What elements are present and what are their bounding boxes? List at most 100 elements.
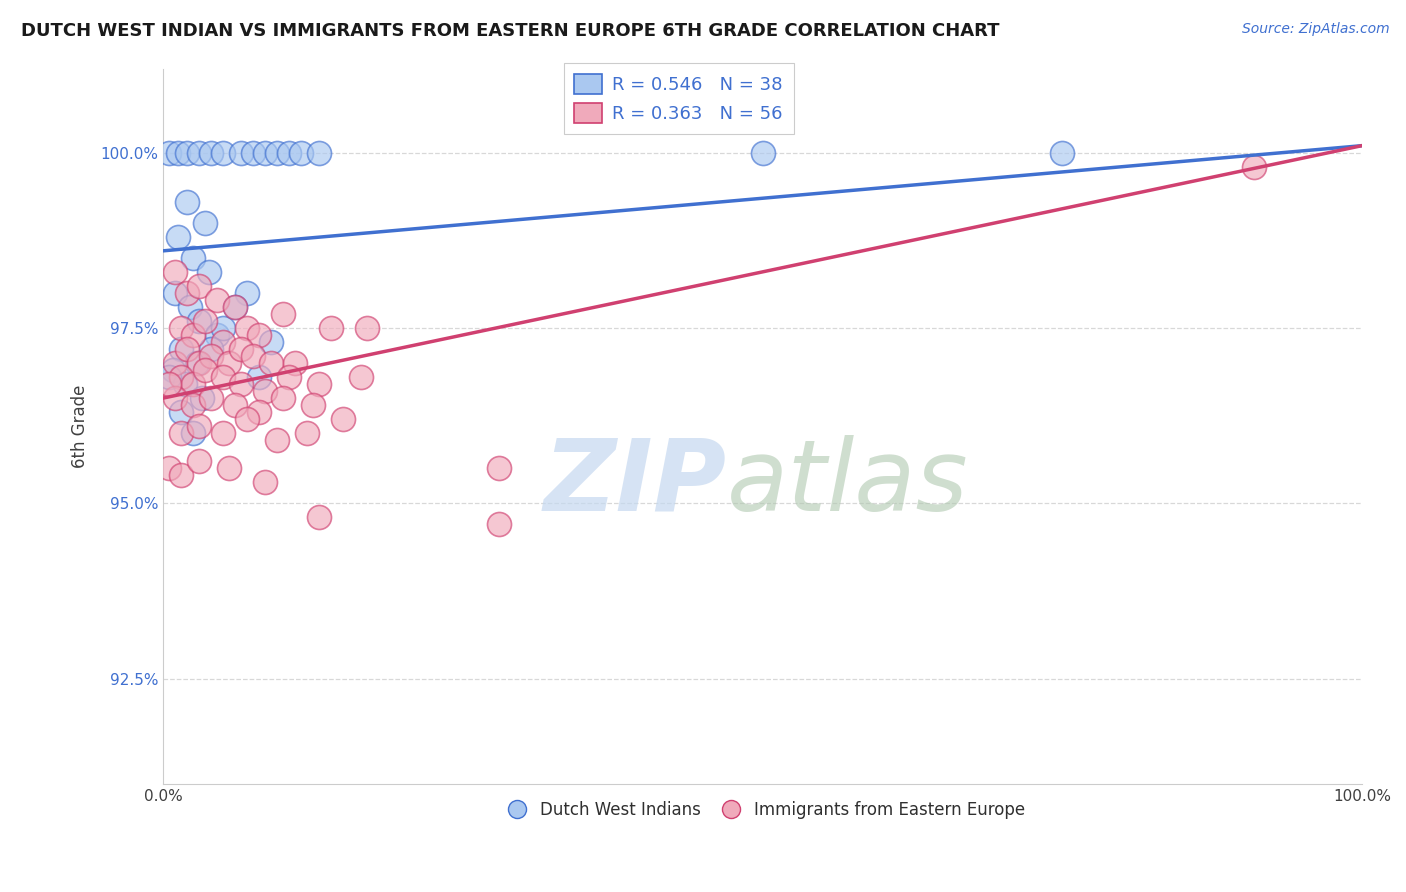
Text: ZIP: ZIP — [544, 434, 727, 532]
Point — [166, 229, 188, 244]
Point — [188, 454, 211, 468]
Point — [260, 356, 283, 370]
Point — [224, 300, 246, 314]
Point — [278, 370, 301, 384]
Point — [266, 145, 288, 160]
Point — [197, 265, 219, 279]
Point — [194, 363, 217, 377]
Point — [751, 145, 773, 160]
Point — [284, 356, 307, 370]
Point — [205, 293, 228, 307]
Point — [218, 461, 240, 475]
Point — [176, 145, 198, 160]
Point — [302, 398, 325, 412]
Y-axis label: 6th Grade: 6th Grade — [72, 384, 89, 467]
Point — [165, 356, 187, 370]
Point — [308, 510, 330, 524]
Point — [157, 377, 180, 392]
Point — [247, 370, 270, 384]
Point — [212, 145, 235, 160]
Point — [212, 370, 235, 384]
Point — [1243, 160, 1265, 174]
Point — [188, 356, 211, 370]
Point — [278, 145, 301, 160]
Point — [488, 517, 510, 532]
Point — [231, 145, 253, 160]
Point — [308, 377, 330, 392]
Point — [173, 377, 195, 392]
Point — [157, 370, 180, 384]
Point — [170, 405, 193, 419]
Text: atlas: atlas — [727, 434, 969, 532]
Point — [188, 145, 211, 160]
Point — [254, 145, 277, 160]
Point — [176, 194, 198, 209]
Point — [224, 300, 246, 314]
Point — [179, 300, 201, 314]
Point — [176, 285, 198, 300]
Point — [194, 216, 217, 230]
Point — [157, 145, 180, 160]
Point — [162, 363, 184, 377]
Point — [260, 334, 283, 349]
Point — [242, 145, 264, 160]
Point — [266, 433, 288, 447]
Point — [254, 475, 277, 490]
Point — [165, 391, 187, 405]
Point — [242, 349, 264, 363]
Legend: Dutch West Indians, Immigrants from Eastern Europe: Dutch West Indians, Immigrants from East… — [494, 794, 1032, 825]
Point — [236, 285, 259, 300]
Point — [308, 145, 330, 160]
Point — [170, 468, 193, 483]
Point — [295, 426, 318, 441]
Point — [170, 342, 193, 356]
Point — [181, 328, 204, 343]
Point — [1052, 145, 1074, 160]
Point — [332, 412, 354, 426]
Point — [186, 356, 208, 370]
Point — [247, 405, 270, 419]
Text: DUTCH WEST INDIAN VS IMMIGRANTS FROM EASTERN EUROPE 6TH GRADE CORRELATION CHART: DUTCH WEST INDIAN VS IMMIGRANTS FROM EAS… — [21, 22, 1000, 40]
Point — [200, 349, 222, 363]
Point — [194, 314, 217, 328]
Point — [488, 461, 510, 475]
Point — [190, 391, 212, 405]
Point — [200, 342, 222, 356]
Point — [170, 426, 193, 441]
Point — [166, 145, 188, 160]
Point — [170, 321, 193, 335]
Point — [212, 321, 235, 335]
Point — [181, 426, 204, 441]
Point — [188, 279, 211, 293]
Point — [271, 307, 294, 321]
Point — [205, 328, 228, 343]
Point — [165, 265, 187, 279]
Point — [350, 370, 373, 384]
Point — [181, 377, 204, 392]
Point — [224, 398, 246, 412]
Point — [236, 321, 259, 335]
Point — [181, 398, 204, 412]
Point — [165, 285, 187, 300]
Point — [231, 342, 253, 356]
Text: Source: ZipAtlas.com: Source: ZipAtlas.com — [1241, 22, 1389, 37]
Point — [231, 377, 253, 392]
Point — [290, 145, 312, 160]
Point — [157, 461, 180, 475]
Point — [181, 251, 204, 265]
Point — [212, 426, 235, 441]
Point — [271, 391, 294, 405]
Point — [176, 342, 198, 356]
Point — [218, 356, 240, 370]
Point — [319, 321, 342, 335]
Point — [170, 370, 193, 384]
Point — [188, 314, 211, 328]
Point — [212, 334, 235, 349]
Point — [236, 412, 259, 426]
Point — [200, 145, 222, 160]
Point — [200, 391, 222, 405]
Point — [247, 328, 270, 343]
Point — [356, 321, 378, 335]
Point — [188, 419, 211, 434]
Point — [254, 384, 277, 398]
